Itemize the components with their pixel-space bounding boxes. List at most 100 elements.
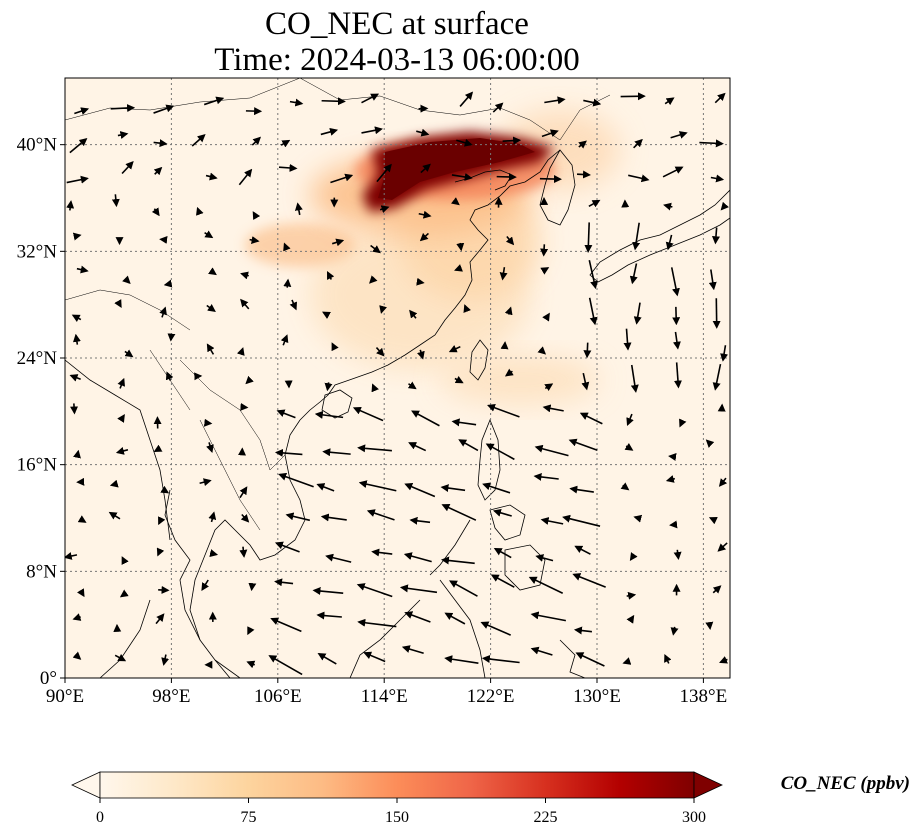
wind-vector <box>528 576 564 594</box>
wind-vector <box>376 163 392 183</box>
taiwan-coast <box>469 339 489 381</box>
wind-vector <box>499 267 508 281</box>
wind-vector <box>72 232 82 241</box>
wind-vector <box>240 271 249 280</box>
wind-vector <box>485 443 515 461</box>
wind-vector <box>122 275 131 285</box>
wind-vector <box>539 175 562 184</box>
wind-vector <box>581 372 590 391</box>
lon-tick-label: 98°E <box>152 686 190 707</box>
wind-vector <box>399 584 438 594</box>
wind-vector <box>480 621 511 636</box>
wind-vector <box>444 655 479 664</box>
wind-vector <box>500 341 509 350</box>
wind-vector <box>458 439 479 452</box>
wind-vector <box>456 138 473 147</box>
wind-vector <box>542 312 550 322</box>
wind-vector <box>408 442 427 452</box>
colorbar-bar <box>99 771 695 799</box>
philippines-mindanao <box>504 544 546 591</box>
wind-vector <box>366 509 395 521</box>
wind-vector <box>579 412 603 425</box>
lat-tick-label: 0° <box>40 668 57 689</box>
lat-tick-label: 40°N <box>17 135 58 156</box>
wind-vector <box>204 230 214 239</box>
south-asia-border <box>65 289 191 331</box>
wind-vector <box>401 645 424 655</box>
wind-vector <box>370 244 381 254</box>
wind-vector <box>69 137 88 154</box>
hainan-coast <box>321 389 353 419</box>
wind-vector <box>238 168 253 186</box>
wind-vector <box>111 194 120 208</box>
wind-vector <box>542 404 564 413</box>
wind-vector <box>699 139 724 148</box>
wind-vector <box>407 381 417 390</box>
wind-vector <box>159 306 167 318</box>
wind-vector <box>444 612 466 625</box>
wind-vector <box>573 626 593 635</box>
wind-vector <box>583 342 592 359</box>
wind-vector <box>195 206 204 216</box>
wind-vector <box>705 621 714 631</box>
borders <box>65 78 611 531</box>
wind-vector <box>159 235 168 244</box>
wind-vector <box>535 554 554 562</box>
wind-vector <box>530 611 567 622</box>
wind-vector <box>705 439 715 448</box>
wind-vector <box>534 444 569 457</box>
wind-vector <box>331 342 339 352</box>
wind-vector <box>77 515 87 523</box>
wind-vector <box>69 374 81 382</box>
palawan <box>429 519 471 576</box>
wind-vector <box>289 299 297 311</box>
wind-vector <box>451 173 473 181</box>
wind-vector <box>456 242 465 252</box>
title-line-1: CO_NEC at surface <box>265 6 529 42</box>
wind-vector <box>356 583 393 598</box>
wind-vector <box>110 104 136 113</box>
wind-vector <box>70 403 79 415</box>
lon-tick-label: 106°E <box>254 686 302 707</box>
wind-vector <box>240 298 250 310</box>
wind-vectors <box>65 91 729 676</box>
colorbar-extend-high <box>693 771 723 799</box>
wind-vector <box>540 244 549 257</box>
wind-vector <box>124 349 134 358</box>
wind-vector <box>710 174 725 183</box>
wind-vector <box>588 259 598 290</box>
wind-vector <box>361 126 383 135</box>
wind-vector <box>375 347 385 357</box>
wind-vector <box>420 163 431 174</box>
wind-vector <box>270 617 302 633</box>
wind-vector <box>322 311 331 319</box>
lon-tick-label: 138°E <box>680 686 728 707</box>
wind-vector <box>672 331 681 350</box>
wind-vector <box>670 626 679 636</box>
colorbar-tick-label: 225 <box>534 809 558 826</box>
wind-vector <box>403 552 432 563</box>
wind-vector <box>454 264 463 272</box>
colorbar-extend-low <box>71 771 101 799</box>
wind-vector <box>153 166 163 176</box>
wind-vector <box>236 347 245 356</box>
wind-vector <box>540 267 550 275</box>
wind-vector <box>312 587 344 596</box>
wind-vector <box>72 651 82 660</box>
wind-vector <box>626 614 635 624</box>
colorbar-tick-label: 150 <box>385 809 409 826</box>
lat-tick-label: 8°N <box>26 561 57 582</box>
wind-vector <box>248 582 257 592</box>
wind-vector <box>633 514 643 523</box>
wind-vector <box>246 660 256 669</box>
wind-vector <box>530 646 553 656</box>
mongolia-border <box>65 78 301 121</box>
wind-vector <box>629 263 638 285</box>
haze-taiwan-band <box>440 355 600 405</box>
wind-vector <box>247 626 255 636</box>
wind-vector <box>165 371 174 381</box>
wind-vector <box>719 656 728 664</box>
wind-vector <box>451 197 460 206</box>
wind-vector <box>670 267 680 297</box>
wind-vector <box>409 309 418 319</box>
